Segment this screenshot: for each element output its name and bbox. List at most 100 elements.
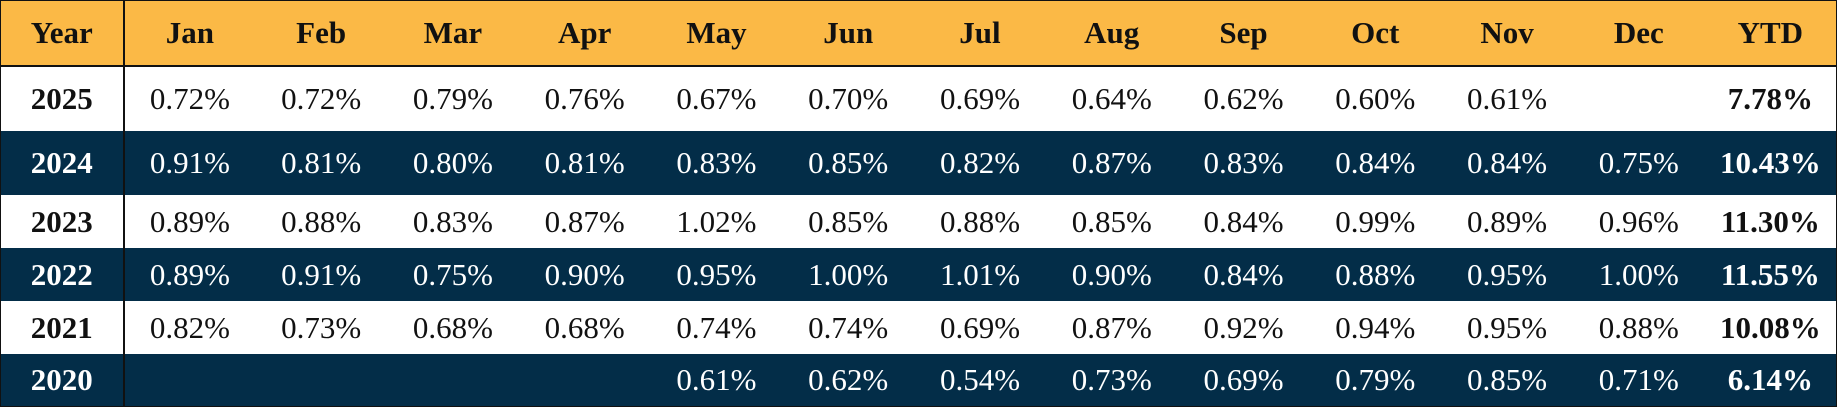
month-cell: 0.82% [914,131,1046,195]
month-cell: 0.84% [1441,131,1573,195]
column-header: YTD [1704,0,1837,67]
month-cell: 0.89% [123,195,256,248]
year-cell: 2020 [0,354,125,407]
month-cell: 0.89% [1441,195,1573,248]
month-cell: 0.76% [518,66,651,131]
column-header: Nov [1441,0,1573,67]
month-cell: 0.84% [1177,195,1310,248]
month-cell: 0.90% [518,248,651,301]
month-cell: 0.68% [387,301,519,354]
month-cell: 0.87% [1045,131,1178,195]
month-cell: 0.91% [255,248,388,301]
ytd-cell: 6.14% [1704,354,1837,407]
table-row: 2023 0.89% 0.88% 0.83% 0.87% 1.02% 0.85% 0.88% 0… [0,195,1837,248]
month-cell: 0.95% [1441,301,1573,354]
month-cell: 0.67% [650,66,783,131]
column-header: Year [0,0,125,67]
month-cell [387,354,519,407]
month-cell: 0.94% [1309,301,1442,354]
column-header: Jan [123,0,256,67]
month-cell: 0.60% [1309,66,1442,131]
month-cell: 0.83% [650,131,783,195]
month-cell: 0.73% [255,301,388,354]
month-cell: 0.88% [1309,248,1442,301]
month-cell [255,354,388,407]
month-cell: 0.85% [1441,354,1573,407]
column-header: Sep [1177,0,1310,67]
column-header: Aug [1045,0,1178,67]
year-cell: 2022 [0,248,125,301]
month-cell [123,354,256,407]
month-cell: 0.83% [387,195,519,248]
month-cell: 0.95% [650,248,783,301]
ytd-cell: 10.08% [1704,301,1837,354]
month-cell: 0.69% [914,301,1046,354]
month-cell: 0.70% [782,66,915,131]
month-cell: 0.85% [1045,195,1178,248]
month-cell: 0.80% [387,131,519,195]
header-row: Year Jan Feb Mar Apr May Jun Jul Aug Sep Oct Nov Dec… [0,0,1837,67]
month-cell: 0.89% [123,248,256,301]
month-cell: 0.73% [1045,354,1178,407]
column-header: Apr [518,0,651,67]
month-cell: 0.75% [387,248,519,301]
month-cell: 0.62% [1177,66,1310,131]
table-row: 2021 0.82% 0.73% 0.68% 0.68% 0.74% 0.74% 0.69% 0… [0,301,1837,354]
month-cell [1572,66,1705,131]
month-cell: 1.02% [650,195,783,248]
month-cell: 0.82% [123,301,256,354]
month-cell: 0.84% [1177,248,1310,301]
month-cell: 0.87% [518,195,651,248]
month-cell: 0.83% [1177,131,1310,195]
month-cell: 0.90% [1045,248,1178,301]
table-row: 2020 0.61% 0.62% 0.54% 0.73% 0.69% 0.79% 0.85% 0… [0,354,1837,407]
month-cell: 0.95% [1441,248,1573,301]
month-cell: 0.71% [1572,354,1705,407]
month-cell: 0.96% [1572,195,1705,248]
month-cell: 0.88% [1572,301,1705,354]
year-cell: 2025 [0,66,125,131]
column-header: Feb [255,0,388,67]
column-header: Oct [1309,0,1442,67]
month-cell: 0.92% [1177,301,1310,354]
month-cell: 1.01% [914,248,1046,301]
month-cell: 1.00% [1572,248,1705,301]
month-cell: 0.88% [255,195,388,248]
month-cell: 0.75% [1572,131,1705,195]
ytd-cell: 10.43% [1704,131,1837,195]
month-cell: 0.81% [255,131,388,195]
month-cell: 1.00% [782,248,915,301]
table-row: 2022 0.89% 0.91% 0.75% 0.90% 0.95% 1.00% 1.01% 0… [0,248,1837,301]
column-header: May [650,0,783,67]
month-cell: 0.69% [1177,354,1310,407]
column-header: Dec [1572,0,1705,67]
column-header: Jun [782,0,915,67]
column-header: Mar [387,0,519,67]
ytd-cell: 7.78% [1704,66,1837,131]
month-cell: 0.74% [782,301,915,354]
month-cell: 0.74% [650,301,783,354]
year-cell: 2024 [0,131,125,195]
month-cell: 0.85% [782,131,915,195]
month-cell [518,354,651,407]
month-cell: 0.64% [1045,66,1178,131]
month-cell: 0.88% [914,195,1046,248]
month-cell: 0.99% [1309,195,1442,248]
ytd-cell: 11.55% [1704,248,1837,301]
month-cell: 0.85% [782,195,915,248]
month-cell: 0.62% [782,354,915,407]
column-header: Jul [914,0,1046,67]
month-cell: 0.84% [1309,131,1442,195]
month-cell: 0.61% [650,354,783,407]
month-cell: 0.68% [518,301,651,354]
month-cell: 0.72% [123,66,256,131]
ytd-cell: 11.30% [1704,195,1837,248]
month-cell: 0.79% [387,66,519,131]
month-cell: 0.72% [255,66,388,131]
year-cell: 2023 [0,195,125,248]
month-cell: 0.87% [1045,301,1178,354]
table-row: 2025 0.72% 0.72% 0.79% 0.76% 0.67% 0.70% 0.69% 0… [0,66,1837,131]
table-row: 2024 0.91% 0.81% 0.80% 0.81% 0.83% 0.85% 0.82% 0… [0,131,1837,195]
